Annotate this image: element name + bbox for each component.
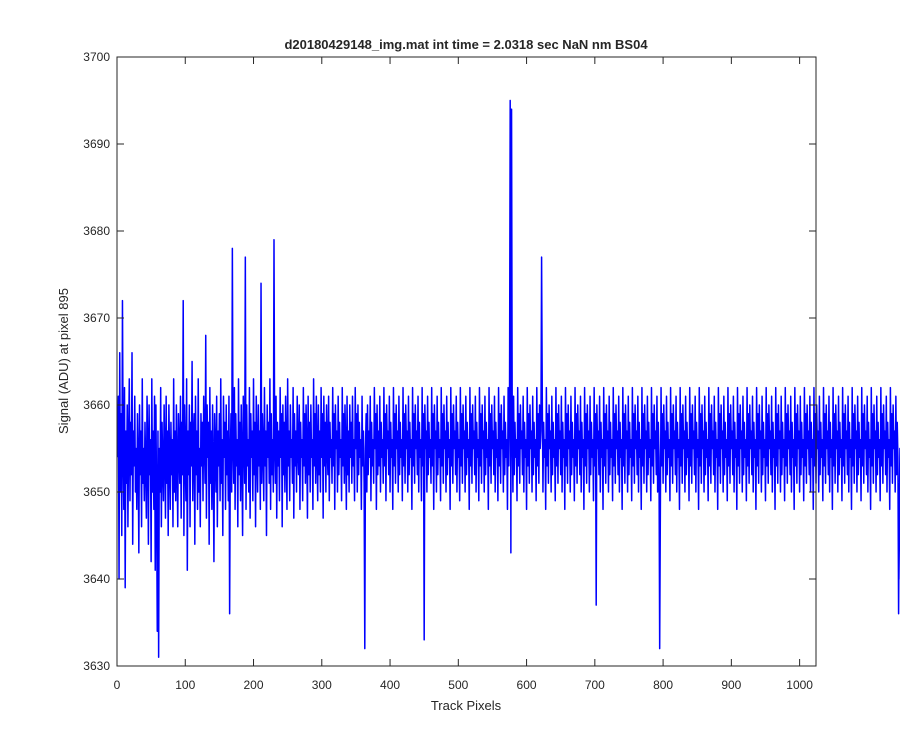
series-layer [116,99,900,659]
x-axis-label: Track Pixels [431,698,502,713]
x-tick-label: 0 [114,678,121,692]
x-tick-label: 200 [244,678,264,692]
x-tick-label: 700 [585,678,605,692]
y-tick-label: 3680 [83,224,110,238]
x-tick-label: 600 [517,678,537,692]
x-tick-label: 900 [721,678,741,692]
plot-area [117,57,816,666]
axes-layer: 0 100 200 300 400 500 600 700 800 900 1000 3630 3640… [83,50,817,692]
y-axis-label: Signal (ADU) at pixel 895 [56,288,71,434]
x-tick-label: 500 [448,678,468,692]
axes-box [116,56,817,667]
y-tick-label: 3630 [83,659,110,673]
series-line-0 [116,99,900,659]
x-tick-label: 800 [653,678,673,692]
y-tick-label: 3650 [83,485,110,499]
x-tick-label: 400 [380,678,400,692]
y-tick-label: 3670 [83,311,110,325]
x-tick-label: 300 [312,678,332,692]
y-tick-label: 3690 [83,137,110,151]
y-tick-label: 3640 [83,572,110,586]
chart-title: d20180429148_img.mat int time = 2.0318 s… [284,37,648,52]
x-tick-label: 100 [175,678,195,692]
x-tick-label: 1000 [786,678,813,692]
y-tick-label: 3700 [83,50,110,64]
y-tick-label: 3660 [83,398,110,412]
